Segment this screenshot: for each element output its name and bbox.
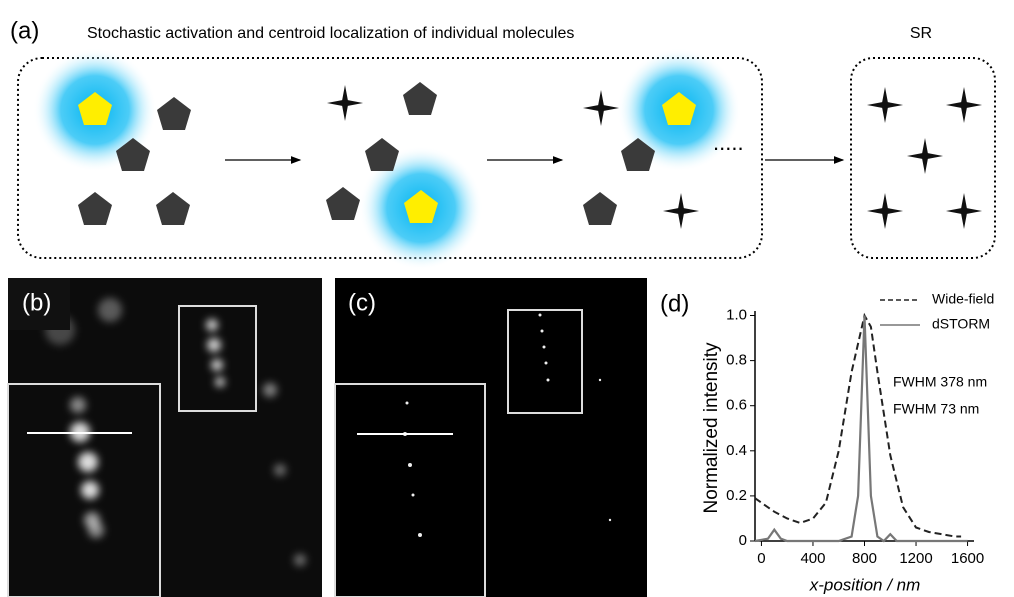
ellipsis: ..... bbox=[713, 130, 744, 155]
y-tick-label: 0 bbox=[739, 532, 747, 549]
figure: (a) Stochastic activation and centroid l… bbox=[0, 0, 1014, 597]
y-tick-label: 0.2 bbox=[726, 487, 747, 504]
x-tick-label: 1200 bbox=[899, 550, 932, 567]
y-tick-label: 0.6 bbox=[726, 397, 747, 414]
legend-label: dSTORM bbox=[932, 316, 990, 332]
panel-label: (a) bbox=[10, 17, 39, 44]
panel-label: (c) bbox=[348, 289, 376, 316]
sr-label: SR bbox=[910, 25, 932, 42]
series-line bbox=[755, 316, 961, 537]
panel-title: Stochastic activation and centroid local… bbox=[87, 25, 574, 42]
y-tick-label: 0.4 bbox=[726, 442, 747, 459]
x-tick-label: 1600 bbox=[951, 550, 984, 567]
y-tick-label: 0.8 bbox=[726, 352, 747, 369]
legend-label: Wide-field bbox=[932, 291, 994, 307]
y-tick-label: 1.0 bbox=[726, 306, 747, 323]
panel-b: (b) bbox=[8, 278, 322, 597]
chart: (d) Normalized intensity x-position / nm… bbox=[660, 290, 994, 594]
annotation: FWHM 378 nm bbox=[893, 374, 987, 390]
panel-a: (a) Stochastic activation and centroid l… bbox=[10, 17, 995, 270]
x-axis-label: x-position / nm bbox=[809, 575, 921, 594]
panel-c: (c) bbox=[335, 278, 647, 597]
panel-label: (d) bbox=[660, 290, 689, 317]
x-tick-label: 0 bbox=[757, 550, 765, 567]
panel-label: (b) bbox=[22, 289, 51, 316]
x-tick-label: 800 bbox=[852, 550, 877, 567]
series-line bbox=[755, 316, 968, 542]
y-axis-label: Normalized intensity bbox=[701, 342, 722, 514]
x-tick-label: 400 bbox=[800, 550, 825, 567]
annotation: FWHM 73 nm bbox=[893, 401, 979, 417]
